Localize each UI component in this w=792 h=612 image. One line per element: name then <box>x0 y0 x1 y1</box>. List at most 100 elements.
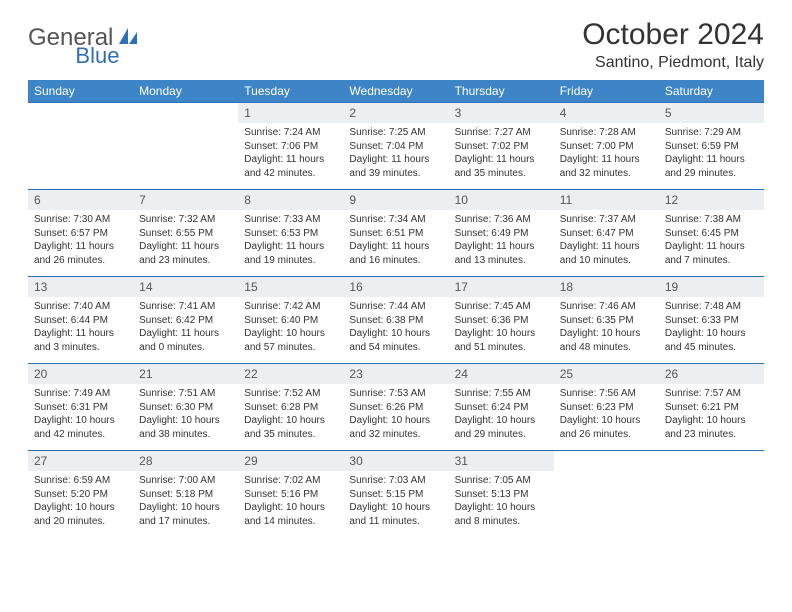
day-number: 11 <box>554 190 659 210</box>
day-number: 15 <box>238 277 343 297</box>
day-number: 4 <box>554 103 659 123</box>
day-number: 22 <box>238 364 343 384</box>
calendar-empty-cell <box>28 103 133 190</box>
calendar-page: General Blue October 2024 Santino, Piedm… <box>0 0 792 537</box>
calendar-day-cell: 10Sunrise: 7:36 AMSunset: 6:49 PMDayligh… <box>449 190 554 277</box>
day-content: Sunrise: 6:59 AMSunset: 5:20 PMDaylight:… <box>28 471 133 532</box>
calendar-week-row: 1Sunrise: 7:24 AMSunset: 7:06 PMDaylight… <box>28 103 764 190</box>
day-number: 29 <box>238 451 343 471</box>
day-number: 17 <box>449 277 554 297</box>
calendar-day-cell: 11Sunrise: 7:37 AMSunset: 6:47 PMDayligh… <box>554 190 659 277</box>
day-number: 16 <box>343 277 448 297</box>
day-number: 31 <box>449 451 554 471</box>
calendar-day-cell: 7Sunrise: 7:32 AMSunset: 6:55 PMDaylight… <box>133 190 238 277</box>
day-content: Sunrise: 7:37 AMSunset: 6:47 PMDaylight:… <box>554 210 659 271</box>
day-content: Sunrise: 7:34 AMSunset: 6:51 PMDaylight:… <box>343 210 448 271</box>
day-content: Sunrise: 7:02 AMSunset: 5:16 PMDaylight:… <box>238 471 343 532</box>
calendar-week-row: 13Sunrise: 7:40 AMSunset: 6:44 PMDayligh… <box>28 277 764 364</box>
day-number: 9 <box>343 190 448 210</box>
calendar-day-cell: 3Sunrise: 7:27 AMSunset: 7:02 PMDaylight… <box>449 103 554 190</box>
calendar-day-cell: 14Sunrise: 7:41 AMSunset: 6:42 PMDayligh… <box>133 277 238 364</box>
day-content: Sunrise: 7:36 AMSunset: 6:49 PMDaylight:… <box>449 210 554 271</box>
day-content: Sunrise: 7:51 AMSunset: 6:30 PMDaylight:… <box>133 384 238 445</box>
weekday-header: Wednesday <box>343 80 448 103</box>
calendar-day-cell: 8Sunrise: 7:33 AMSunset: 6:53 PMDaylight… <box>238 190 343 277</box>
day-number: 26 <box>659 364 764 384</box>
day-content: Sunrise: 7:32 AMSunset: 6:55 PMDaylight:… <box>133 210 238 271</box>
day-content: Sunrise: 7:55 AMSunset: 6:24 PMDaylight:… <box>449 384 554 445</box>
weekday-header: Monday <box>133 80 238 103</box>
calendar-week-row: 6Sunrise: 7:30 AMSunset: 6:57 PMDaylight… <box>28 190 764 277</box>
day-number: 14 <box>133 277 238 297</box>
title-block: October 2024 Santino, Piedmont, Italy <box>582 18 764 72</box>
logo-text-blue: Blue <box>75 43 119 69</box>
day-number: 30 <box>343 451 448 471</box>
day-number: 23 <box>343 364 448 384</box>
calendar-day-cell: 25Sunrise: 7:56 AMSunset: 6:23 PMDayligh… <box>554 364 659 451</box>
calendar-day-cell: 23Sunrise: 7:53 AMSunset: 6:26 PMDayligh… <box>343 364 448 451</box>
calendar-day-cell: 16Sunrise: 7:44 AMSunset: 6:38 PMDayligh… <box>343 277 448 364</box>
day-number: 27 <box>28 451 133 471</box>
day-content: Sunrise: 7:25 AMSunset: 7:04 PMDaylight:… <box>343 123 448 184</box>
logo: General Blue <box>28 18 187 52</box>
calendar-day-cell: 6Sunrise: 7:30 AMSunset: 6:57 PMDaylight… <box>28 190 133 277</box>
calendar-day-cell: 24Sunrise: 7:55 AMSunset: 6:24 PMDayligh… <box>449 364 554 451</box>
day-number: 19 <box>659 277 764 297</box>
page-title: October 2024 <box>582 18 764 52</box>
day-content: Sunrise: 7:24 AMSunset: 7:06 PMDaylight:… <box>238 123 343 184</box>
logo-sail-icon <box>117 26 139 51</box>
calendar-day-cell: 13Sunrise: 7:40 AMSunset: 6:44 PMDayligh… <box>28 277 133 364</box>
day-number: 18 <box>554 277 659 297</box>
day-number: 20 <box>28 364 133 384</box>
calendar-week-row: 27Sunrise: 6:59 AMSunset: 5:20 PMDayligh… <box>28 451 764 538</box>
day-number: 12 <box>659 190 764 210</box>
day-content: Sunrise: 7:38 AMSunset: 6:45 PMDaylight:… <box>659 210 764 271</box>
day-content: Sunrise: 7:05 AMSunset: 5:13 PMDaylight:… <box>449 471 554 532</box>
day-content: Sunrise: 7:41 AMSunset: 6:42 PMDaylight:… <box>133 297 238 358</box>
calendar-day-cell: 29Sunrise: 7:02 AMSunset: 5:16 PMDayligh… <box>238 451 343 538</box>
day-number: 6 <box>28 190 133 210</box>
day-content: Sunrise: 7:57 AMSunset: 6:21 PMDaylight:… <box>659 384 764 445</box>
day-content: Sunrise: 7:28 AMSunset: 7:00 PMDaylight:… <box>554 123 659 184</box>
weekday-header: Tuesday <box>238 80 343 103</box>
day-number: 7 <box>133 190 238 210</box>
day-content: Sunrise: 7:49 AMSunset: 6:31 PMDaylight:… <box>28 384 133 445</box>
calendar-day-cell: 30Sunrise: 7:03 AMSunset: 5:15 PMDayligh… <box>343 451 448 538</box>
day-content: Sunrise: 7:30 AMSunset: 6:57 PMDaylight:… <box>28 210 133 271</box>
weekday-header: Sunday <box>28 80 133 103</box>
day-number: 25 <box>554 364 659 384</box>
calendar-empty-cell <box>659 451 764 538</box>
day-content: Sunrise: 7:48 AMSunset: 6:33 PMDaylight:… <box>659 297 764 358</box>
day-number: 10 <box>449 190 554 210</box>
weekday-header: Saturday <box>659 80 764 103</box>
day-number: 3 <box>449 103 554 123</box>
calendar-week-row: 20Sunrise: 7:49 AMSunset: 6:31 PMDayligh… <box>28 364 764 451</box>
calendar-day-cell: 22Sunrise: 7:52 AMSunset: 6:28 PMDayligh… <box>238 364 343 451</box>
header: General Blue October 2024 Santino, Piedm… <box>28 18 764 72</box>
day-content: Sunrise: 7:45 AMSunset: 6:36 PMDaylight:… <box>449 297 554 358</box>
day-content: Sunrise: 7:00 AMSunset: 5:18 PMDaylight:… <box>133 471 238 532</box>
calendar-day-cell: 12Sunrise: 7:38 AMSunset: 6:45 PMDayligh… <box>659 190 764 277</box>
day-content: Sunrise: 7:42 AMSunset: 6:40 PMDaylight:… <box>238 297 343 358</box>
day-number: 28 <box>133 451 238 471</box>
day-content: Sunrise: 7:46 AMSunset: 6:35 PMDaylight:… <box>554 297 659 358</box>
calendar-day-cell: 15Sunrise: 7:42 AMSunset: 6:40 PMDayligh… <box>238 277 343 364</box>
calendar-day-cell: 20Sunrise: 7:49 AMSunset: 6:31 PMDayligh… <box>28 364 133 451</box>
day-content: Sunrise: 7:27 AMSunset: 7:02 PMDaylight:… <box>449 123 554 184</box>
day-number: 24 <box>449 364 554 384</box>
day-content: Sunrise: 7:03 AMSunset: 5:15 PMDaylight:… <box>343 471 448 532</box>
calendar-day-cell: 27Sunrise: 6:59 AMSunset: 5:20 PMDayligh… <box>28 451 133 538</box>
calendar-day-cell: 18Sunrise: 7:46 AMSunset: 6:35 PMDayligh… <box>554 277 659 364</box>
calendar-day-cell: 26Sunrise: 7:57 AMSunset: 6:21 PMDayligh… <box>659 364 764 451</box>
day-content: Sunrise: 7:33 AMSunset: 6:53 PMDaylight:… <box>238 210 343 271</box>
day-content: Sunrise: 7:52 AMSunset: 6:28 PMDaylight:… <box>238 384 343 445</box>
day-content: Sunrise: 7:29 AMSunset: 6:59 PMDaylight:… <box>659 123 764 184</box>
calendar-empty-cell <box>133 103 238 190</box>
calendar-day-cell: 2Sunrise: 7:25 AMSunset: 7:04 PMDaylight… <box>343 103 448 190</box>
calendar-empty-cell <box>554 451 659 538</box>
calendar-day-cell: 1Sunrise: 7:24 AMSunset: 7:06 PMDaylight… <box>238 103 343 190</box>
calendar-day-cell: 19Sunrise: 7:48 AMSunset: 6:33 PMDayligh… <box>659 277 764 364</box>
calendar-day-cell: 9Sunrise: 7:34 AMSunset: 6:51 PMDaylight… <box>343 190 448 277</box>
calendar-day-cell: 5Sunrise: 7:29 AMSunset: 6:59 PMDaylight… <box>659 103 764 190</box>
day-content: Sunrise: 7:44 AMSunset: 6:38 PMDaylight:… <box>343 297 448 358</box>
